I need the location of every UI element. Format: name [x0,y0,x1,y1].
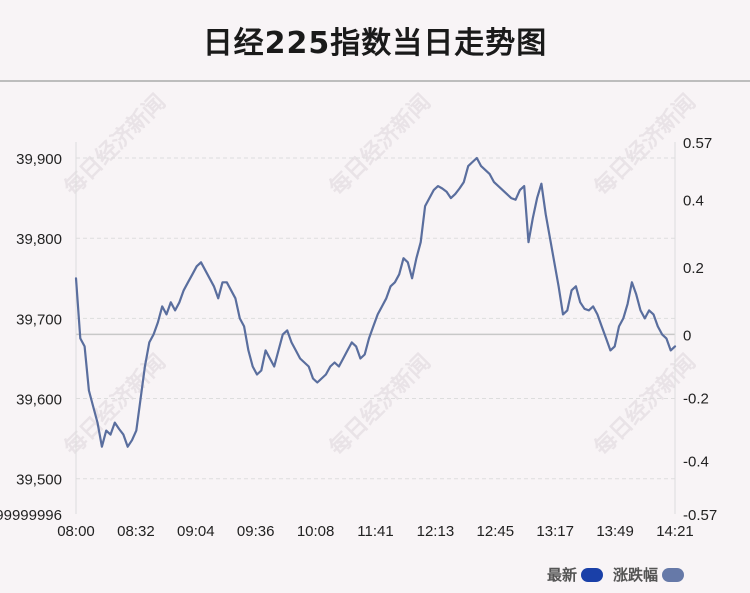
y2-tick-label: 0.2 [683,260,704,277]
x-tick-label: 09:04 [177,523,215,540]
y-tick-label: 39,600 [16,392,62,409]
x-tick-label: 08:00 [57,523,95,540]
legend-swatch-latest [580,567,603,582]
y-tick-label: 39,500 [16,472,62,489]
y2-tick-label: -0.57 [683,507,717,524]
legend-label-latest: 最新 [546,566,577,584]
y-tick-label: 39,900 [16,151,62,168]
y-tick-label: 39455.99999996 [0,507,62,524]
legend-label-change: 涨跌幅 [612,566,658,584]
x-tick-label: 12:45 [477,523,515,540]
watermark-text: 每日经济新闻 [324,349,436,461]
y-tick-label: 39,700 [16,311,62,328]
legend: 最新 涨跌幅 [547,564,684,585]
legend-swatch-change [662,567,684,582]
grid-layer [76,157,675,480]
watermark-text: 每日经济新闻 [324,89,436,201]
x-tick-label: 12:13 [417,523,455,540]
y2-tick-label: 0.57 [683,135,712,152]
y2-tick-label: 0.4 [683,192,704,209]
x-tick-label: 13:49 [596,523,634,540]
y2-tick-label: -0.4 [683,453,709,470]
series-layer [74,156,677,448]
x-tick-label: 09:36 [237,523,275,540]
legend-item-latest[interactable]: 最新 [547,564,603,585]
chart-title: 日经225指数当日走势图 [202,26,548,61]
x-tick-label: 08:32 [117,523,155,540]
title-divider [0,80,750,82]
y2-tick-label: 0 [683,327,691,344]
x-tick-label: 13:17 [536,523,574,540]
axes-layer: 39,500 39,600 39,700 39,800 39,900 39455.9999… [0,135,717,540]
x-tick-label: 11:41 [357,523,393,540]
y2-tick-label: -0.2 [683,390,709,407]
legend-item-change[interactable]: 涨跌幅 [613,564,684,585]
x-tick-label: 14:21 [656,523,694,540]
series-line-latest [74,156,677,448]
y-tick-label: 39,800 [16,231,62,248]
x-tick-label: 10:08 [297,523,335,540]
